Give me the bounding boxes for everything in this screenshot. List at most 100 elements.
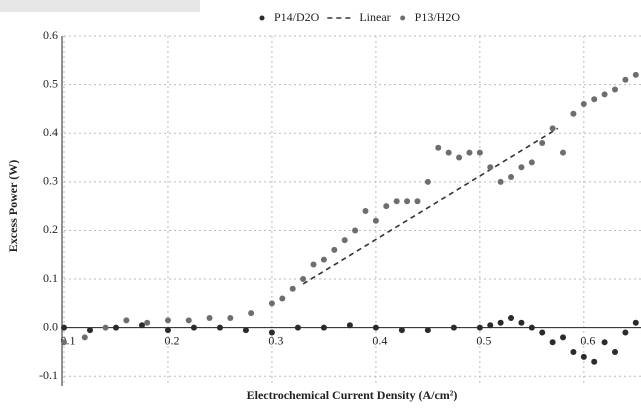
data-point [294,324,301,331]
data-point [268,329,275,336]
data-point [518,319,525,326]
data-point [372,324,379,331]
x-axis-label: Electrochemical Current Density (A/cm²) [247,388,458,402]
y-tick-label: 0.1 [43,271,58,285]
data-point [539,139,546,146]
data-point [331,246,338,253]
data-point [508,173,515,180]
data-point [476,324,483,331]
y-axis-label: Excess Power (W) [6,160,20,252]
data-point [112,324,119,331]
data-point [164,317,171,324]
data-point [424,327,431,334]
data-point [570,110,577,117]
y-tick-label: 0.3 [43,174,58,188]
data-point [424,178,431,185]
data-point [622,76,629,83]
header-strip [0,0,200,12]
data-point [508,314,515,321]
data-point [372,217,379,224]
data-point [138,322,145,329]
data-point [497,319,504,326]
y-tick-label: -0.1 [39,368,58,382]
data-point [539,329,546,336]
data-point [632,71,639,78]
data-point [445,149,452,156]
data-point [86,327,93,334]
data-point [61,339,67,346]
data-point [570,348,577,355]
data-point [300,276,307,283]
data-point [102,324,109,331]
data-point [362,208,369,214]
data-point [528,324,535,331]
data-point [450,324,457,331]
data-point [398,327,405,334]
data-point [487,322,494,329]
data-point [144,319,151,326]
data-point [476,149,483,156]
data-point [456,154,463,161]
data-point [414,198,421,205]
x-tick-label: 0.2 [164,333,179,347]
data-point [206,314,213,321]
x-tick-label: 0.4 [372,333,387,347]
data-point [528,159,535,166]
data-point [320,324,327,331]
data-point [346,322,353,329]
y-tick-label: 0.0 [43,319,58,333]
legend-label: Linear [359,10,390,24]
data-point [591,358,598,365]
legend-swatch [400,15,406,21]
y-tick-label: 0.6 [43,28,58,42]
x-tick-label: 0.6 [580,333,595,347]
data-point [310,261,317,268]
data-point [227,314,234,321]
data-point [601,91,608,98]
data-point [549,125,556,132]
data-point [289,285,296,292]
data-point [518,164,525,171]
data-point [383,203,390,210]
data-point [560,149,567,156]
data-point [341,237,348,244]
data-point [393,198,400,205]
y-tick-label: 0.2 [43,222,58,236]
data-point [61,324,67,331]
data-point [612,348,619,355]
data-point [216,324,223,331]
data-point [497,178,504,185]
data-point [279,295,286,302]
data-point [591,96,598,103]
data-point [612,86,619,93]
data-point [242,327,249,334]
data-point [123,317,130,324]
data-point [622,329,629,336]
data-point [580,353,587,360]
data-point [268,300,275,307]
data-point [404,198,411,205]
data-point [601,339,608,346]
data-point [560,334,567,341]
legend-swatch [259,15,265,21]
x-tick-label: 0.5 [476,333,491,347]
data-point [487,164,494,171]
data-point [549,339,556,346]
legend-label: P14/D2O [274,10,320,24]
data-point [466,149,473,156]
data-point [435,144,442,151]
y-tick-label: 0.4 [43,125,58,139]
data-point [580,101,587,108]
x-tick-label: 0.3 [268,333,283,347]
data-point [81,334,88,341]
data-point [632,319,639,326]
legend-label: P13/H2O [415,10,461,24]
data-point [185,317,192,324]
data-point [190,324,197,331]
data-point [164,327,171,334]
data-point [248,310,255,317]
linear-fit [302,127,559,285]
y-tick-label: 0.5 [43,76,58,90]
